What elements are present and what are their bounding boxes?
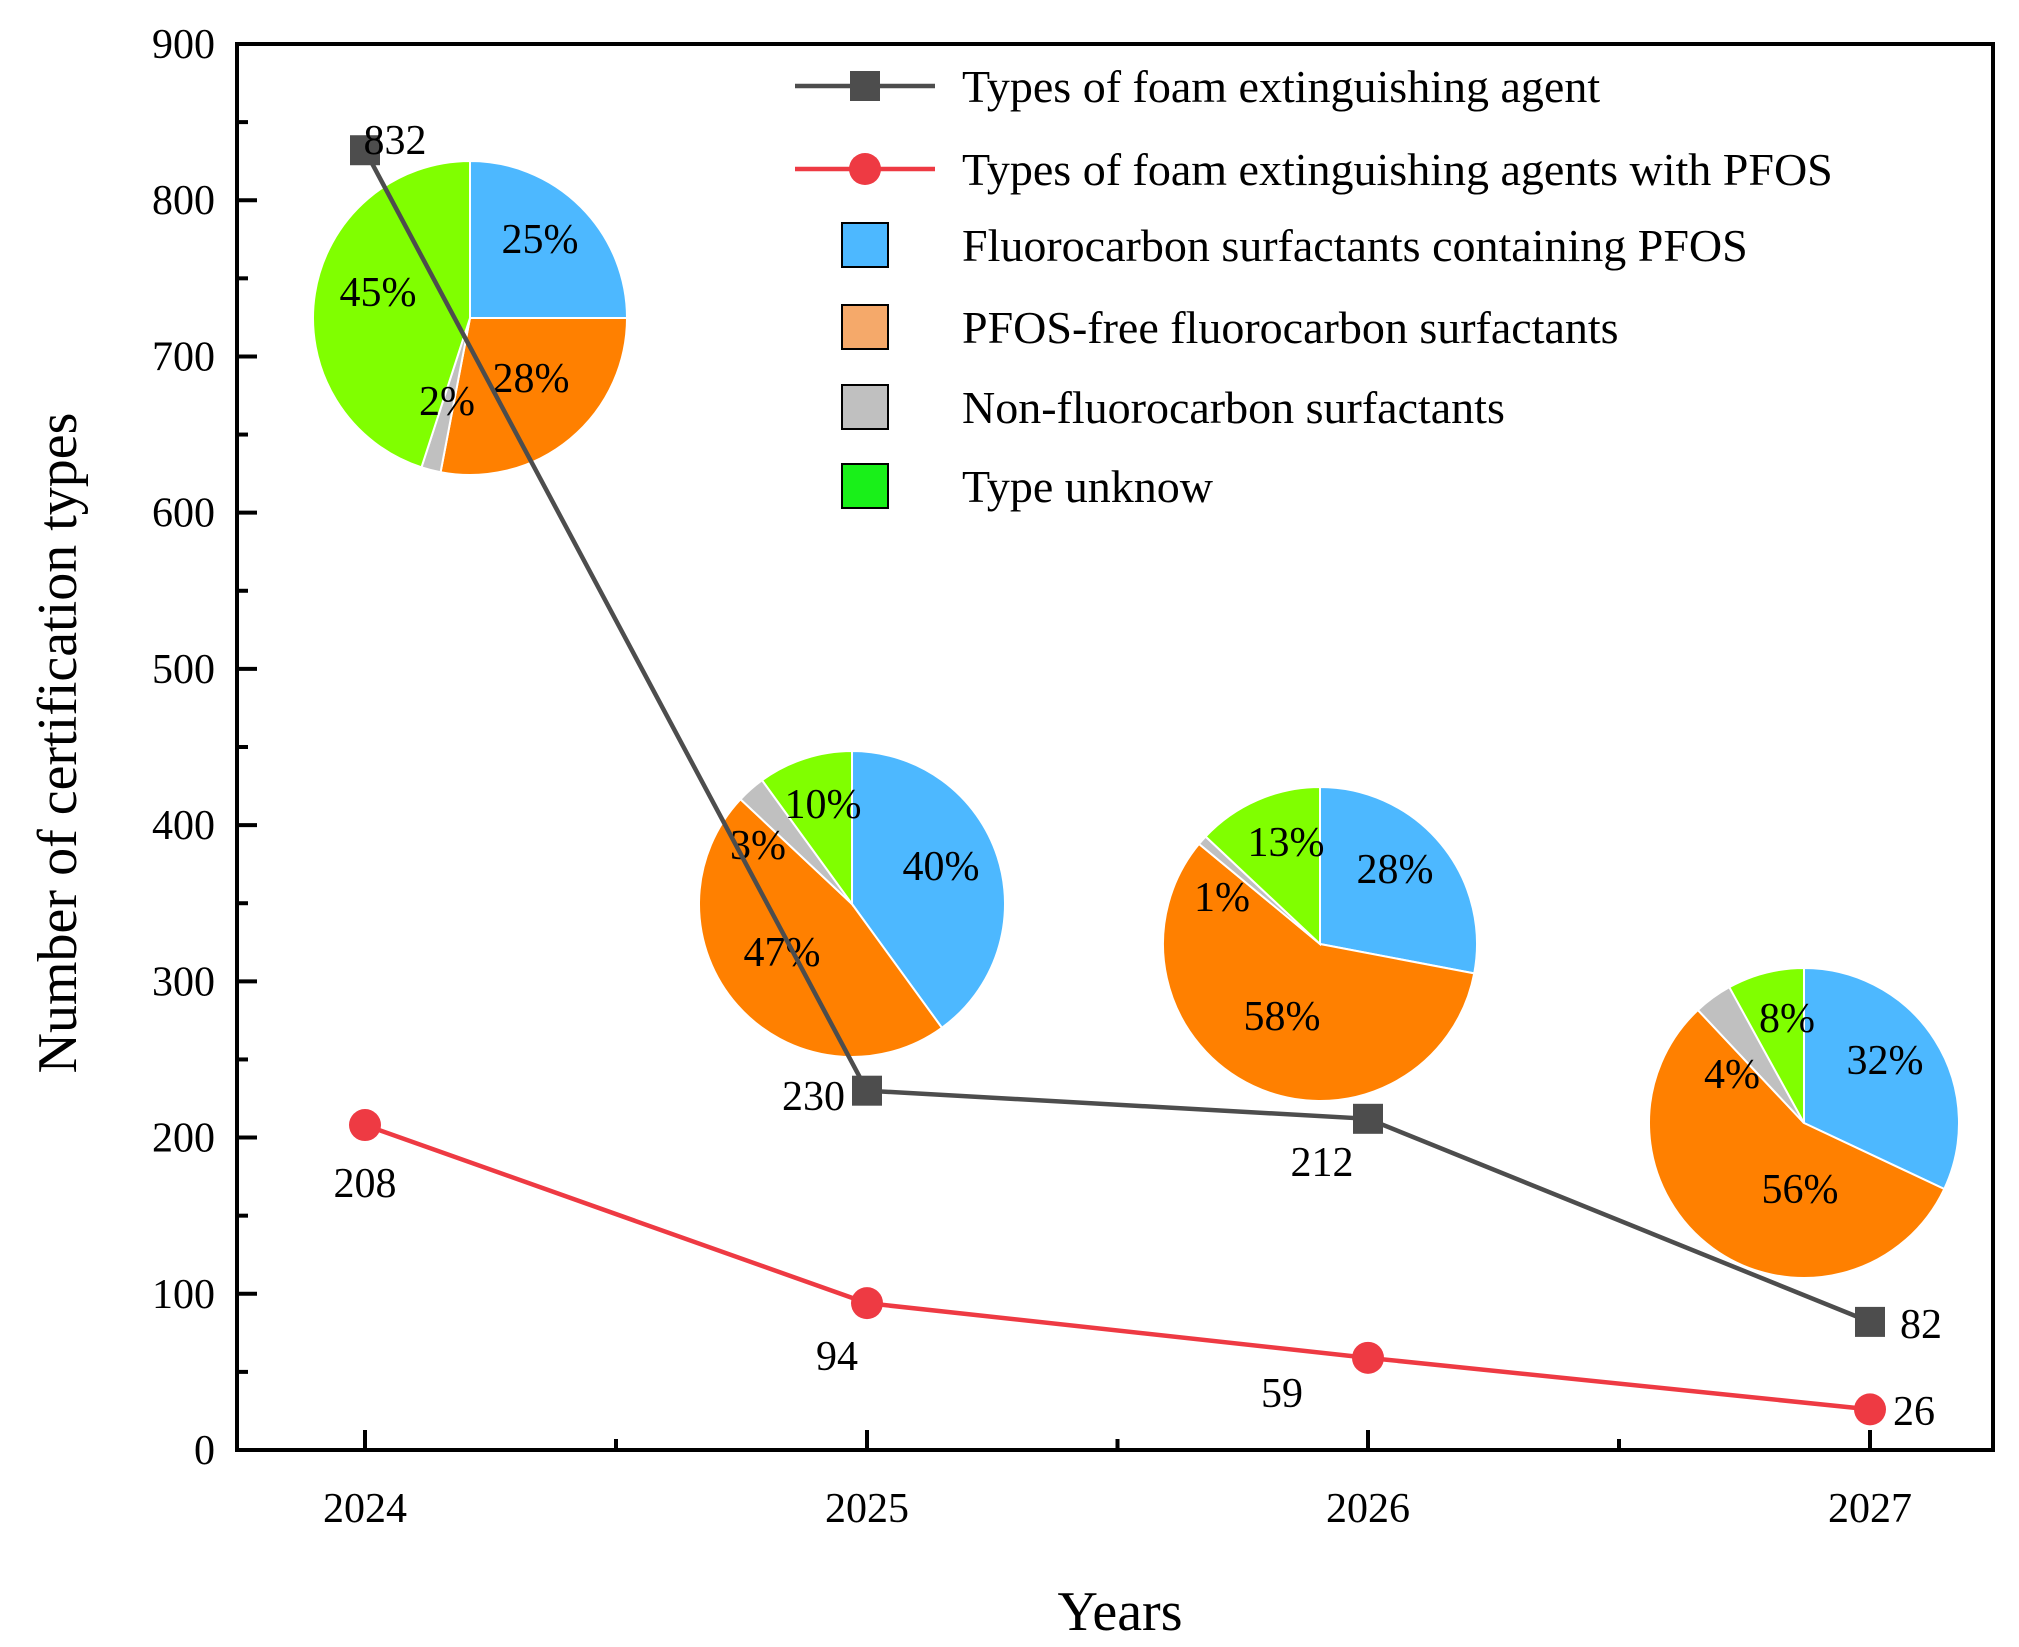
data-point-square [1353,1103,1383,1134]
y-tick-label: 500 [152,647,215,693]
pie-slice-label: 4% [1704,1052,1760,1098]
y-tick-label: 700 [152,334,215,380]
legend-entry-label: Type unknow [962,461,1214,512]
pie-slice-label: 13% [1248,820,1325,866]
y-tick-label: 300 [152,959,215,1005]
data-point-label: 208 [334,1161,397,1207]
pie-2027: 32% 56% 4% 8% [1648,966,1960,1280]
pie-slice [1727,966,1805,1124]
pie-slice-label: 28% [493,356,570,402]
y-tick-label: 0 [194,1428,215,1474]
data-point-circle [1352,1341,1384,1374]
x-tick-label: 2026 [1326,1486,1410,1532]
pie-slice [760,749,853,908]
legend-marker-circle [849,153,881,185]
pie-slice [1648,1008,1946,1280]
pie-slice-label: 8% [1759,996,1815,1042]
pie-slice-label: 28% [1357,847,1434,893]
legend-entry-label: PFOS-free fluorocarbon surfactants [962,302,1619,353]
data-point-label: 212 [1291,1140,1354,1186]
data-point-label: 94 [816,1334,858,1380]
axes: 0 100 200 300 400 500 600 700 800 900 2024 2025 2026… [152,22,1995,1532]
pie-slice [469,159,629,319]
data-point-label: 832 [364,118,427,164]
x-axis-title: Years [1058,1581,1183,1643]
data-point-square [1855,1306,1885,1337]
y-axis-title: Number of certification types [27,413,89,1074]
pie-slice [698,797,944,1058]
data-point-circle [349,1109,381,1142]
y-tick-label: 900 [152,22,215,68]
pie-slice [1162,842,1476,1102]
data-point-label: 230 [782,1074,845,1120]
data-point-square [350,135,380,166]
pie-slice-label: 58% [1244,994,1321,1040]
data-point-label: 26 [1893,1389,1935,1435]
legend-entry-label: Fluorocarbon surfactants containing PFOS [962,220,1748,271]
pie-slice-label: 47% [744,930,821,976]
pie-charts: 25% 28% 2% 45% 40% 47% 3%10% 28% 58% 1% 13% 32% 56% 4… [312,159,1960,1280]
pie-slice-label: 32% [1847,1038,1924,1084]
y-tick-label: 400 [152,803,215,849]
data-point-label: 59 [1261,1371,1303,1417]
legend-entry-label: Types of foam extinguishing agents with … [962,144,1833,195]
y-tick-label: 800 [152,178,215,224]
x-tick-label: 2024 [323,1486,407,1532]
pie-slice [312,159,471,469]
legend-swatch [841,304,889,350]
pie-slice-label: 2% [419,379,475,425]
pie-2026: 28% 58% 1% 13% [1162,785,1478,1102]
pie-slice-label: 45% [340,270,417,316]
pie-slice-label: 1% [1194,875,1250,921]
pie-slice [1803,966,1960,1191]
y-tick-label: 100 [152,1272,215,1318]
legend-entry-label: Non-fluorocarbon surfactants [962,382,1505,433]
line-series: 832 230 212 82 208 94 59 26 [334,118,1943,1435]
legend-swatch [841,222,889,268]
data-point-label: 82 [1900,1302,1942,1348]
legend: Types of foam extinguishing agent Types o… [795,61,1833,512]
series-pfos-types: 208 94 59 26 [334,1109,1935,1435]
legend-swatch [841,463,889,509]
x-tick-label: 2025 [825,1486,909,1532]
series-line [364,1122,1871,1412]
legend-swatch [841,384,889,430]
data-point-square [852,1075,882,1106]
pie-slice-label: 3% [730,823,786,869]
pie-slice-label: 40% [903,844,980,890]
pie-slice-label: 25% [502,217,579,263]
data-point-circle [851,1287,883,1320]
data-point-circle [1854,1393,1886,1426]
pie-slice-label: 56% [1762,1167,1839,1213]
y-tick-label: 600 [152,491,215,537]
series-line [363,149,1871,1324]
pie-2024: 25% 28% 2% 45% [312,159,629,476]
pie-2025: 40% 47% 3%10% [698,749,1006,1058]
series-foam-agent-types: 832 230 212 82 [350,118,1942,1348]
x-tick-label: 2027 [1828,1486,1912,1532]
pie-slice [851,749,1006,1030]
pie-slice [439,317,629,476]
legend-marker-square [850,71,880,101]
y-tick-label: 200 [152,1116,215,1162]
pie-slice [1319,785,1478,975]
pie-slice-label: 10% [785,782,862,828]
legend-entry-label: Types of foam extinguishing agent [962,61,1600,112]
pie-slice [1204,785,1321,947]
